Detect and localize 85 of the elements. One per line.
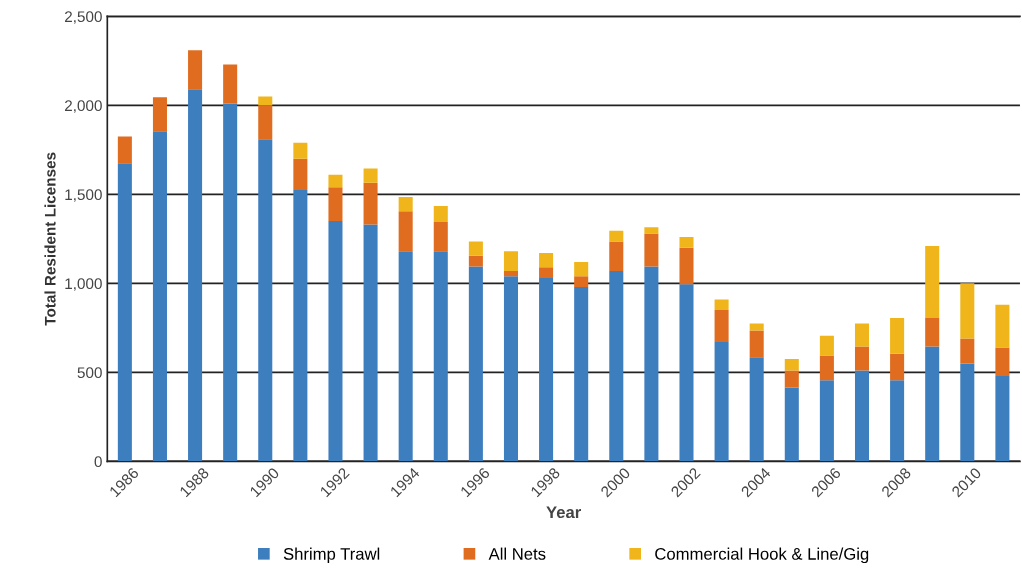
bar bbox=[609, 230, 624, 242]
bar bbox=[293, 142, 308, 159]
bar bbox=[398, 197, 413, 212]
bar bbox=[328, 221, 343, 462]
bar bbox=[574, 276, 589, 287]
bar bbox=[960, 283, 975, 339]
bar bbox=[363, 168, 378, 183]
bar bbox=[960, 363, 975, 462]
y-tick-label: 1,000 bbox=[65, 278, 102, 291]
bar bbox=[644, 227, 659, 234]
bar bbox=[503, 251, 518, 271]
bar bbox=[925, 245, 940, 319]
legend-label: Shrimp Trawl bbox=[283, 547, 380, 564]
bar bbox=[433, 251, 448, 462]
bar bbox=[293, 158, 308, 190]
x-axis-title: Year bbox=[546, 506, 581, 519]
bar bbox=[433, 205, 448, 222]
bar bbox=[784, 370, 799, 388]
bar bbox=[714, 299, 729, 311]
bar bbox=[468, 266, 483, 462]
bar bbox=[328, 174, 343, 188]
bar bbox=[819, 355, 834, 381]
bar bbox=[890, 318, 905, 354]
bar bbox=[679, 284, 694, 462]
bar bbox=[819, 380, 834, 462]
bar bbox=[609, 270, 624, 462]
bar bbox=[995, 347, 1010, 376]
y-tick-label: 500 bbox=[77, 367, 102, 379]
bar bbox=[363, 182, 378, 225]
bar bbox=[995, 304, 1010, 348]
bar bbox=[363, 224, 378, 462]
bar bbox=[117, 163, 132, 462]
y-tick-label: 2,000 bbox=[64, 100, 102, 113]
bar bbox=[539, 253, 554, 268]
bar bbox=[679, 247, 694, 285]
bar bbox=[714, 342, 729, 462]
bar bbox=[258, 96, 273, 106]
bar bbox=[223, 103, 238, 462]
bar bbox=[995, 375, 1010, 462]
bar bbox=[854, 346, 870, 371]
bar bbox=[890, 380, 905, 462]
bar bbox=[539, 267, 554, 279]
y-axis-title: Total Resident Licenses bbox=[44, 152, 56, 326]
bar bbox=[258, 105, 273, 140]
bar bbox=[784, 359, 799, 371]
bar bbox=[539, 278, 554, 462]
bar bbox=[960, 338, 975, 364]
bar bbox=[503, 270, 518, 277]
y-tick-label: 0 bbox=[94, 456, 102, 468]
bar bbox=[188, 50, 203, 90]
bar bbox=[925, 318, 940, 347]
bar bbox=[152, 131, 167, 462]
bar bbox=[574, 286, 589, 462]
bar bbox=[433, 221, 448, 252]
bar bbox=[328, 187, 343, 222]
bar bbox=[714, 310, 729, 343]
bar bbox=[223, 64, 238, 104]
bar bbox=[188, 89, 203, 462]
bar bbox=[854, 323, 870, 347]
bar bbox=[679, 237, 694, 248]
bar bbox=[819, 335, 834, 356]
legend-label: Commercial Hook & Line/Gig bbox=[655, 547, 869, 564]
bar bbox=[644, 233, 659, 267]
bar bbox=[854, 370, 870, 462]
bar bbox=[784, 387, 799, 462]
bar bbox=[258, 139, 273, 462]
bar bbox=[749, 357, 764, 462]
bar bbox=[293, 189, 308, 462]
bar bbox=[468, 255, 483, 267]
bar bbox=[609, 241, 624, 271]
bar bbox=[117, 136, 132, 164]
bar bbox=[749, 330, 764, 358]
bar bbox=[749, 323, 764, 331]
bar bbox=[398, 211, 413, 252]
y-tick-label: 1,500 bbox=[65, 189, 102, 202]
bar bbox=[644, 266, 659, 462]
bar bbox=[574, 262, 589, 277]
bar bbox=[925, 346, 940, 462]
bar bbox=[890, 353, 905, 381]
bar bbox=[468, 241, 483, 256]
bar bbox=[152, 97, 167, 132]
bar bbox=[503, 276, 518, 462]
bar bbox=[398, 251, 413, 462]
y-tick-label: 2,500 bbox=[64, 11, 102, 24]
legend-label: All Nets bbox=[488, 547, 546, 560]
